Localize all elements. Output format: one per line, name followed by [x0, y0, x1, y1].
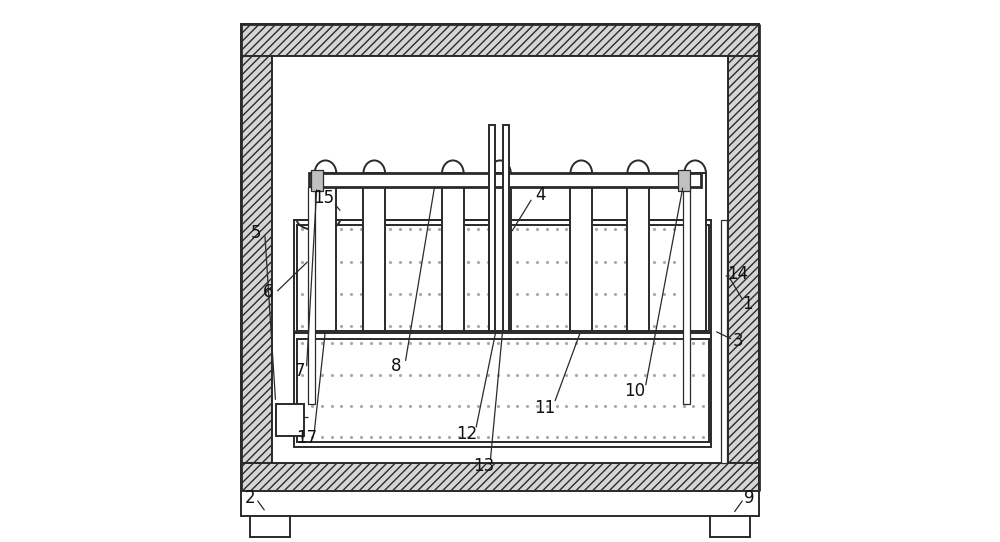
Text: 2: 2 [244, 488, 255, 507]
Bar [272, 56, 728, 463]
Bar [241, 24, 759, 56]
Text: 14: 14 [727, 265, 748, 283]
Text: 10: 10 [624, 382, 645, 401]
Bar [241, 491, 759, 516]
Bar [683, 187, 690, 404]
Text: 3: 3 [733, 332, 744, 351]
Bar [489, 173, 511, 331]
Text: 9: 9 [744, 488, 755, 507]
Bar [309, 173, 701, 187]
Bar [684, 173, 706, 331]
Bar [710, 516, 750, 537]
Text: 1: 1 [742, 294, 752, 313]
Text: 17: 17 [296, 429, 317, 447]
Bar [241, 56, 272, 463]
Text: 15: 15 [313, 189, 334, 208]
Bar [363, 173, 385, 331]
Bar [315, 173, 336, 331]
Bar [241, 463, 759, 491]
Bar [311, 170, 323, 191]
Text: 7: 7 [294, 362, 305, 380]
Bar [297, 339, 709, 442]
Bar [276, 404, 304, 436]
Bar [442, 173, 464, 331]
Bar [250, 516, 290, 537]
Text: 13: 13 [473, 457, 494, 475]
Bar [728, 56, 759, 463]
Bar [570, 173, 592, 331]
Bar [489, 125, 495, 331]
Text: 4: 4 [535, 186, 546, 204]
Bar [721, 220, 727, 463]
Bar [503, 125, 509, 331]
Bar [294, 220, 711, 447]
Text: 12: 12 [456, 424, 477, 443]
Text: 8: 8 [391, 357, 401, 375]
Bar [308, 187, 315, 404]
Bar [678, 170, 690, 191]
Bar [297, 225, 709, 331]
Text: 5: 5 [251, 224, 261, 242]
Bar [627, 173, 649, 331]
Text: 6: 6 [263, 282, 273, 301]
Text: 11: 11 [534, 398, 556, 417]
